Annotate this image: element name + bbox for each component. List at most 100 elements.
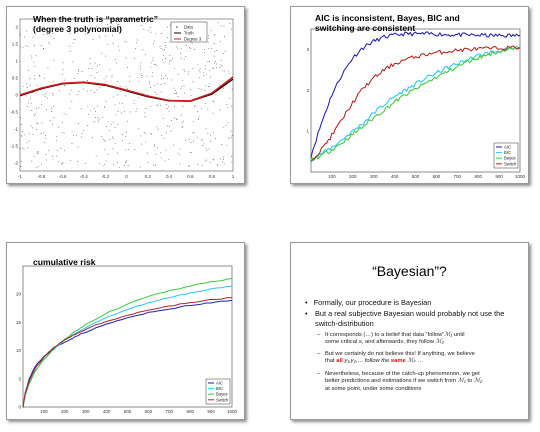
data-point [142, 92, 144, 94]
y-tick-label: 0.5 [12, 76, 19, 81]
data-point [61, 121, 63, 123]
data-point [231, 135, 233, 137]
data-point [219, 109, 221, 111]
data-point [176, 92, 177, 94]
data-point [160, 104, 161, 106]
data-point [41, 122, 43, 124]
slide-title: AIC is inconsistent, Bayes, BIC and swit… [315, 13, 460, 33]
data-point [177, 73, 179, 75]
data-point [192, 67, 194, 69]
series-line-bayes [22, 277, 233, 408]
data-point [53, 117, 55, 119]
x-tick-label: 700 [454, 174, 462, 179]
data-point [107, 43, 109, 45]
data-point [224, 50, 226, 52]
data-point [118, 102, 120, 104]
x-tick-label: 700 [166, 409, 174, 414]
data-point [125, 160, 127, 162]
y-tick-label: 15 [16, 320, 22, 325]
data-point [150, 105, 152, 107]
data-point [207, 42, 209, 44]
data-point [223, 163, 225, 165]
data-point [129, 81, 130, 82]
legend-box [170, 21, 208, 43]
data-point [136, 39, 138, 41]
data-point [85, 33, 86, 35]
data-point [50, 35, 52, 37]
data-point [190, 94, 192, 96]
data-point [108, 27, 110, 29]
data-point [52, 159, 54, 161]
data-point [76, 134, 78, 136]
data-point [208, 148, 210, 150]
slide-title-line-1: cumulative risk [33, 257, 96, 267]
data-point [153, 43, 155, 45]
data-point [43, 142, 45, 144]
data-point [162, 59, 163, 61]
data-point [71, 100, 73, 102]
data-point [92, 137, 94, 139]
data-point [19, 45, 21, 47]
data-point [22, 47, 24, 49]
data-point [156, 94, 158, 95]
data-point [201, 165, 203, 166]
data-point [71, 143, 73, 144]
data-point [32, 133, 34, 135]
data-point [134, 48, 136, 50]
x-tick-label: 300 [82, 409, 90, 414]
data-point [135, 110, 137, 112]
data-point [32, 127, 33, 129]
data-point [73, 78, 75, 79]
data-point [32, 92, 33, 94]
data-point [55, 155, 57, 157]
x-tick-label: 800 [474, 174, 482, 179]
x-tick-label: 400 [391, 174, 399, 179]
y-tick-label: 1 [306, 129, 309, 134]
data-point [36, 108, 38, 109]
data-point [140, 135, 142, 137]
data-point [30, 55, 32, 57]
legend-label: Switch [504, 161, 517, 166]
y-tick-label: -1.5 [10, 144, 18, 149]
data-point [103, 78, 105, 80]
data-point [69, 33, 71, 34]
data-point [81, 71, 83, 72]
data-point [104, 106, 106, 108]
data-point [231, 137, 233, 139]
data-point [84, 162, 86, 164]
data-point [52, 32, 53, 34]
data-point [116, 94, 118, 96]
data-point [222, 161, 224, 163]
data-point [110, 31, 112, 33]
data-point [160, 78, 162, 80]
data-point [72, 42, 74, 44]
data-point [150, 133, 152, 135]
data-point [211, 47, 212, 49]
data-point [60, 147, 62, 149]
data-point [109, 139, 111, 141]
data-point [37, 151, 39, 153]
data-point [92, 39, 94, 40]
data-point [176, 118, 177, 120]
data-point [39, 75, 40, 76]
data-point [95, 111, 97, 113]
data-point [150, 87, 152, 88]
data-point [199, 71, 201, 73]
data-point [159, 46, 161, 48]
data-point [115, 114, 117, 116]
data-point [45, 154, 47, 156]
data-point [213, 68, 215, 70]
x-tick-label: 100 [328, 174, 336, 179]
data-point [227, 122, 229, 124]
data-point [35, 113, 37, 115]
data-point [192, 140, 194, 142]
data-point [44, 96, 46, 98]
data-point [226, 144, 228, 146]
data-point [112, 43, 114, 44]
data-point [78, 91, 80, 93]
data-point [56, 140, 57, 142]
data-point [99, 37, 101, 39]
data-point [53, 106, 55, 107]
x-tick-label: 900 [207, 409, 215, 414]
data-point [157, 128, 159, 130]
